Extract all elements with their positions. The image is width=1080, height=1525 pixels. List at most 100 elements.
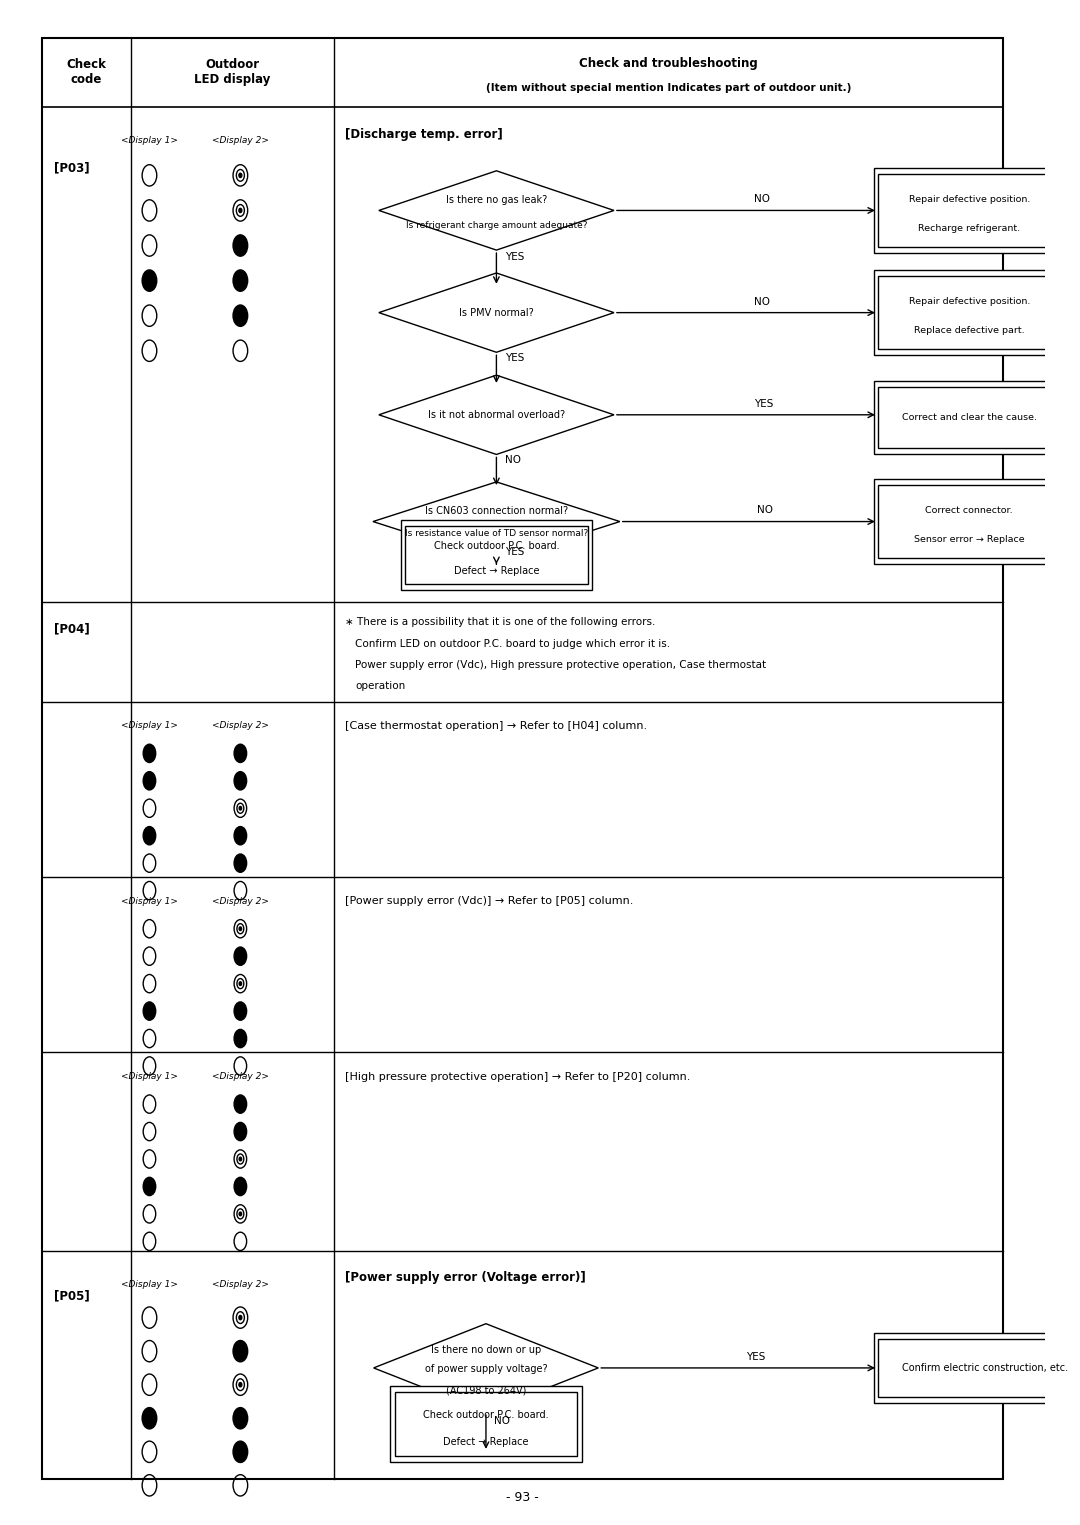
Circle shape xyxy=(234,827,246,845)
Text: <Display 2>: <Display 2> xyxy=(212,136,269,145)
FancyBboxPatch shape xyxy=(42,38,1003,1479)
Text: Check outdoor P.C. board.: Check outdoor P.C. board. xyxy=(433,541,559,552)
Text: YES: YES xyxy=(754,398,773,409)
Circle shape xyxy=(144,772,156,790)
Circle shape xyxy=(234,1095,246,1113)
Text: Is refrigerant charge amount adequate?: Is refrigerant charge amount adequate? xyxy=(406,221,588,230)
Text: YES: YES xyxy=(504,546,524,557)
Circle shape xyxy=(234,854,246,872)
Polygon shape xyxy=(379,273,613,352)
FancyBboxPatch shape xyxy=(874,381,1065,454)
Text: Sensor error → Replace: Sensor error → Replace xyxy=(914,535,1025,544)
Text: NO: NO xyxy=(504,454,521,465)
Text: Recharge refrigerant.: Recharge refrigerant. xyxy=(918,224,1021,233)
FancyBboxPatch shape xyxy=(401,520,592,590)
Text: (Item without special mention Indicates part of outdoor unit.): (Item without special mention Indicates … xyxy=(486,82,851,93)
Text: Defect → Replace: Defect → Replace xyxy=(443,1437,529,1447)
Text: <Display 2>: <Display 2> xyxy=(212,1279,269,1289)
Polygon shape xyxy=(374,1324,598,1412)
Text: Replace defective part.: Replace defective part. xyxy=(914,326,1025,336)
Text: YES: YES xyxy=(504,252,524,262)
Text: NO: NO xyxy=(757,505,773,515)
Text: Is CN603 connection normal?: Is CN603 connection normal? xyxy=(424,506,568,515)
Text: [Power supply error (Vdc)] → Refer to [P05] column.: [Power supply error (Vdc)] → Refer to [P… xyxy=(345,897,633,906)
FancyBboxPatch shape xyxy=(390,1386,581,1462)
Text: [P04]: [P04] xyxy=(54,622,90,636)
Circle shape xyxy=(144,827,156,845)
Text: ∗ There is a possibility that it is one of the following errors.: ∗ There is a possibility that it is one … xyxy=(345,618,656,627)
FancyBboxPatch shape xyxy=(878,485,1061,558)
Text: Check outdoor P.C. board.: Check outdoor P.C. board. xyxy=(423,1409,549,1420)
Text: YES: YES xyxy=(504,352,524,363)
Text: (AC198 to 264V): (AC198 to 264V) xyxy=(446,1386,526,1395)
FancyBboxPatch shape xyxy=(394,1392,578,1456)
Text: [High pressure protective operation] → Refer to [P20] column.: [High pressure protective operation] → R… xyxy=(345,1072,690,1081)
Circle shape xyxy=(234,1002,246,1020)
Text: <Display 1>: <Display 1> xyxy=(121,1072,178,1081)
Polygon shape xyxy=(373,482,620,561)
Circle shape xyxy=(239,1212,242,1215)
Text: Outdoor
LED display: Outdoor LED display xyxy=(194,58,271,87)
Text: <Display 2>: <Display 2> xyxy=(212,897,269,906)
FancyBboxPatch shape xyxy=(874,168,1065,253)
Text: Is there no down or up: Is there no down or up xyxy=(431,1345,541,1354)
Text: <Display 1>: <Display 1> xyxy=(121,721,178,730)
Polygon shape xyxy=(379,171,613,250)
Circle shape xyxy=(233,235,247,256)
Text: Check and troubleshooting: Check and troubleshooting xyxy=(580,56,758,70)
FancyBboxPatch shape xyxy=(874,479,1065,564)
Circle shape xyxy=(233,1441,247,1462)
Text: Confirm electric construction, etc.: Confirm electric construction, etc. xyxy=(902,1363,1068,1373)
Circle shape xyxy=(233,1408,247,1429)
Text: <Display 1>: <Display 1> xyxy=(121,1279,178,1289)
Text: Correct connector.: Correct connector. xyxy=(926,506,1013,515)
Text: YES: YES xyxy=(746,1351,766,1362)
Circle shape xyxy=(233,1340,247,1362)
Text: [Discharge temp. error]: [Discharge temp. error] xyxy=(345,128,502,140)
FancyBboxPatch shape xyxy=(874,1333,1080,1403)
Text: Is resistance value of TD sensor normal?: Is resistance value of TD sensor normal? xyxy=(405,529,588,538)
Circle shape xyxy=(239,1316,242,1319)
Circle shape xyxy=(239,807,242,810)
Text: operation: operation xyxy=(355,682,406,691)
Text: Check
code: Check code xyxy=(66,58,106,87)
Text: Confirm LED on outdoor P.C. board to judge which error it is.: Confirm LED on outdoor P.C. board to jud… xyxy=(355,639,671,648)
Circle shape xyxy=(234,947,246,965)
Circle shape xyxy=(239,982,242,985)
Text: Is PMV normal?: Is PMV normal? xyxy=(459,308,534,317)
Text: [P05]: [P05] xyxy=(54,1290,90,1302)
FancyBboxPatch shape xyxy=(878,1339,1080,1397)
Circle shape xyxy=(143,1408,157,1429)
Text: NO: NO xyxy=(754,194,770,204)
Circle shape xyxy=(234,744,246,762)
FancyBboxPatch shape xyxy=(878,387,1061,448)
Text: <Display 1>: <Display 1> xyxy=(121,897,178,906)
FancyBboxPatch shape xyxy=(405,526,588,584)
Text: Correct and clear the cause.: Correct and clear the cause. xyxy=(902,413,1037,422)
Circle shape xyxy=(143,270,157,291)
Circle shape xyxy=(233,270,247,291)
Circle shape xyxy=(144,744,156,762)
Text: of power supply voltage?: of power supply voltage? xyxy=(424,1365,548,1374)
FancyBboxPatch shape xyxy=(878,174,1061,247)
Circle shape xyxy=(239,209,242,212)
Circle shape xyxy=(234,1177,246,1196)
Circle shape xyxy=(234,1029,246,1048)
Polygon shape xyxy=(379,375,613,454)
Circle shape xyxy=(239,1157,242,1161)
Text: <Display 2>: <Display 2> xyxy=(212,1072,269,1081)
Text: - 93 -: - 93 - xyxy=(507,1491,539,1504)
Text: NO: NO xyxy=(495,1415,511,1426)
Text: [Power supply error (Voltage error)]: [Power supply error (Voltage error)] xyxy=(345,1272,585,1284)
Text: [P03]: [P03] xyxy=(54,162,90,174)
Text: <Display 2>: <Display 2> xyxy=(212,721,269,730)
FancyBboxPatch shape xyxy=(874,270,1065,355)
Text: Defect → Replace: Defect → Replace xyxy=(454,566,539,576)
Circle shape xyxy=(144,1177,156,1196)
Text: Is it not abnormal overload?: Is it not abnormal overload? xyxy=(428,410,565,419)
Text: Repair defective position.: Repair defective position. xyxy=(908,195,1030,204)
Text: [Case thermostat operation] → Refer to [H04] column.: [Case thermostat operation] → Refer to [… xyxy=(345,721,647,730)
Circle shape xyxy=(239,174,242,177)
Circle shape xyxy=(239,927,242,930)
Text: <Display 1>: <Display 1> xyxy=(121,136,178,145)
